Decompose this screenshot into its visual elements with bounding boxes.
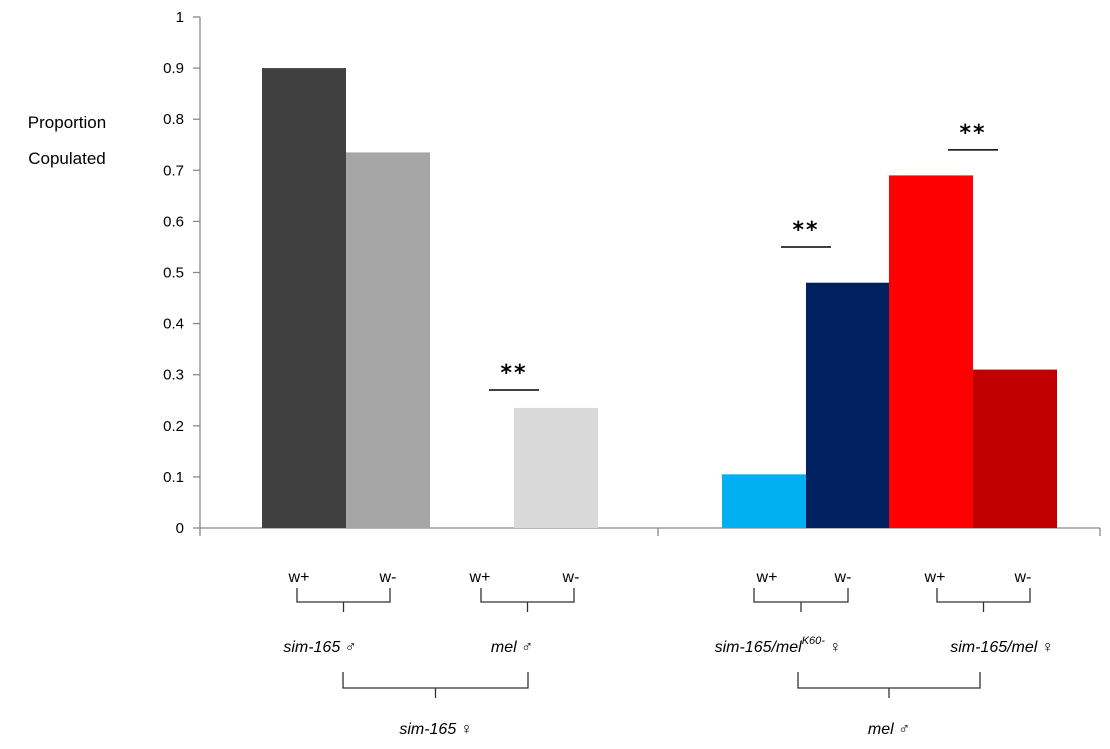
- outer-bracket: [342, 672, 529, 698]
- x-category-label: w-: [1014, 569, 1032, 586]
- bar: [889, 175, 973, 528]
- bar: [722, 474, 806, 528]
- bar: [973, 369, 1057, 528]
- x-category-label: w+: [756, 569, 778, 586]
- x-category-label: w+: [288, 569, 310, 586]
- y-tick-label: 0.6: [163, 213, 184, 230]
- y-tick-label: 1: [176, 9, 184, 26]
- x-category-label: w-: [562, 569, 580, 586]
- bar: [346, 152, 430, 529]
- group-bracket: [753, 588, 849, 612]
- x-category-label: w-: [379, 569, 397, 586]
- significance-label: **: [792, 218, 819, 243]
- y-axis-label-line: Proportion: [28, 113, 106, 132]
- group-label: sim-165/mel ♀: [950, 639, 1054, 656]
- y-tick-label: 0.9: [163, 60, 184, 77]
- bar: [262, 68, 346, 528]
- bar: [806, 282, 890, 528]
- x-category-label: w+: [924, 569, 946, 586]
- outer-bracket: [797, 672, 981, 698]
- x-category-label: w+: [469, 569, 491, 586]
- y-tick-label: 0: [176, 520, 184, 537]
- y-tick-label: 0.1: [163, 469, 184, 486]
- significance-label: **: [500, 361, 527, 386]
- group-label: mel ♂: [491, 639, 533, 656]
- group-bracket: [480, 588, 575, 612]
- group-brackets: sim-165 ♂ mel ♂ sim-165/melK60- ♀ sim-165/m…: [283, 588, 1054, 738]
- bars: [262, 68, 1057, 529]
- y-axis-label: Proportion Copulated: [28, 113, 106, 168]
- y-axis-label-line: Copulated: [28, 149, 106, 168]
- group-label: sim-165 ♂: [283, 639, 356, 656]
- y-tick-label: 0.8: [163, 111, 184, 128]
- significance-markers: ** ** **: [489, 121, 998, 391]
- y-tick-label: 0.2: [163, 418, 184, 435]
- y-tick-label: 0.4: [163, 316, 184, 333]
- y-axis: 0 0.1 0.2 0.3 0.4 0.5 0.6 0.7 0.8 0.9 1: [163, 9, 201, 537]
- x-category-labels: w+ w-w+ w-w+ w-w+ w-: [288, 569, 1032, 586]
- outer-group-label: mel ♂: [868, 721, 910, 738]
- group-bracket: [296, 588, 391, 612]
- significance-label: **: [959, 121, 986, 146]
- y-tick-label: 0.3: [163, 367, 184, 384]
- outer-group-label: sim-165 ♀: [399, 721, 472, 738]
- x-category-label: w-: [834, 569, 852, 586]
- group-label: sim-165/melK60- ♀: [715, 635, 842, 656]
- group-bracket: [936, 588, 1031, 612]
- y-tick-label: 0.7: [163, 162, 184, 179]
- x-axis: [199, 527, 1101, 536]
- bar: [514, 407, 598, 528]
- y-tick-label: 0.5: [163, 265, 184, 282]
